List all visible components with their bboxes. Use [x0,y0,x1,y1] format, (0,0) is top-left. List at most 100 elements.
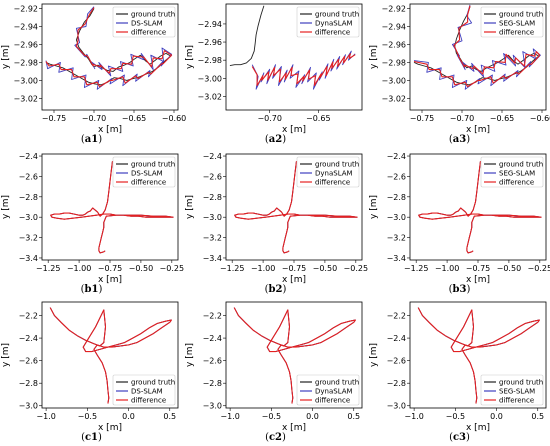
x-axis-label: x [m] [466,275,490,285]
chart-svg-c3: −1.0 −0.5 0.0 0.5 −2.2 −2.4 −2.6 −2.8 −3.0 x [m] y… [369,301,547,433]
y-tick-label: −2.6 [19,172,38,181]
y-tick-label: −2.96 [13,40,38,49]
legend-label: DynaSLAM [315,388,353,396]
y-tick-label: −2.98 [381,58,406,67]
x-tick-label: −0.75 [410,114,435,123]
x-tick-label: −0.70 [257,114,282,123]
y-tick-label: −2.6 [387,172,406,181]
series-group [229,5,356,90]
caption-c3: (c3) [449,432,470,443]
y-tick-label: −2.6 [203,172,222,181]
chart-svg-b2: −1.25 −1.00 −0.75 −0.50 −0.25 −2.4 −2.6 −2.8 −3.… [185,152,368,285]
chart-panel-b1: −1.25 −1.00 −0.75 −0.50 −0.25 −2.4 −2.6 −2.8 −3.… [0,150,184,298]
x-tick-label: −1.00 [435,264,460,273]
y-tick-label: −3.4 [19,254,38,263]
legend-label: difference [131,397,166,405]
y-tick-label: −2.92 [381,4,406,13]
y-tick-label: −2.4 [387,152,406,161]
x-tick-label: −1.25 [404,264,429,273]
y-tick-label: −2.4 [387,334,406,343]
x-tick-label: −0.65 [490,114,515,123]
x-tick-label: 0.5 [163,412,176,421]
legend-box [112,6,176,38]
series-group [417,307,540,404]
x-tick-label: −1.25 [36,264,61,273]
x-tick-label: −0.50 [497,264,522,273]
x-tick-label: −0.70 [450,114,475,123]
x-tick-label: 0.5 [347,412,360,421]
chart-svg-b3: −1.25 −1.00 −0.75 −0.50 −0.25 −2.4 −2.6 −2.8 −3.… [369,152,550,285]
y-tick-label: −2.6 [387,357,406,366]
y-tick-label: −2.8 [19,379,38,388]
chart-panel-c1: −1.0 −0.5 0.0 0.5 −2.2 −2.4 −2.6 −2.8 −3.0 x [m] y… [0,298,183,446]
axes-frame [225,301,363,409]
y-tick-label: −3.2 [19,234,38,243]
x-tick-label: −0.5 [262,412,281,421]
y-axis-label: y [m] [369,45,379,69]
y-tick-label: −3.2 [203,234,222,243]
y-axis-label: y [m] [185,343,195,367]
x-tick-label: −0.60 [530,114,550,123]
y-tick-label: −2.92 [13,4,38,13]
y-tick-label: −2.8 [19,193,38,202]
x-tick-label: −0.5 [446,412,465,421]
caption-c1: (c1) [81,432,102,443]
y-tick-label: −2.2 [387,312,406,321]
legend-label: DynaSLAM [315,20,353,28]
legend-box [296,6,360,38]
legend-label: SEG-SLAM [499,170,535,178]
y-tick-label: −2.96 [381,40,406,49]
chart-panel-c3: −1.0 −0.5 0.0 0.5 −2.2 −2.4 −2.6 −2.8 −3.0 x [m] y… [368,298,550,446]
y-tick-label: −2.94 [381,22,406,31]
x-axis-label: x [m] [466,423,490,433]
chart-panel-a2: −0.70 −0.65 −2.94 −2.96 −2.98 −3.00 −3.02 x [m]… [184,0,367,148]
chart-svg-a3: −0.75 −0.70 −0.65 −0.60 −2.92 −2.94 −2.96 −2.98… [369,3,550,135]
x-tick-label: −0.75 [466,264,491,273]
y-tick-label: −3.00 [13,76,38,85]
series-line-ground-truth [45,8,172,86]
chart-svg-a2: −0.70 −0.65 −2.94 −2.96 −2.98 −3.00 −3.02 x [m]… [185,3,363,135]
caption-b1: (b1) [80,284,103,295]
y-tick-label: −3.00 [381,76,406,85]
y-tick-label: −2.94 [13,22,38,31]
y-tick-label: −2.8 [387,379,406,388]
x-tick-label: −0.60 [162,114,187,123]
x-tick-label: −0.25 [528,264,550,273]
chart-svg-c2: −1.0 −0.5 0.0 0.5 −2.2 −2.4 −2.6 −2.8 −3.0 x [m] y… [185,301,363,433]
x-tick-label: −0.70 [82,114,107,123]
y-tick-label: −2.4 [19,334,38,343]
series-line-difference [418,161,542,254]
series-group [49,307,172,404]
y-tick-label: −2.8 [387,193,406,202]
chart-panel-b2: −1.25 −1.00 −0.75 −0.50 −0.25 −2.4 −2.6 −2.8 −3.… [184,150,368,298]
x-axis-label: x [m] [98,125,122,135]
y-tick-label: −3.2 [387,234,406,243]
x-axis-label: x [m] [282,125,306,135]
y-tick-label: −3.0 [203,402,222,411]
legend-label: ground truth [131,379,175,387]
x-tick-label: −1.25 [220,264,245,273]
series-line-difference [233,307,356,404]
legend-label: difference [131,179,166,187]
y-tick-label: −2.6 [19,357,38,366]
legend-box [112,156,176,188]
y-tick-label: −3.02 [13,94,38,103]
legend-label: ground truth [131,11,175,19]
y-tick-label: −2.4 [19,152,38,161]
y-tick-label: −2.6 [203,357,222,366]
series-line-difference [50,161,174,254]
legend-label: SEG-SLAM [499,388,535,396]
x-tick-label: −0.65 [306,114,331,123]
y-tick-label: −3.4 [387,254,406,263]
caption-a3: (a3) [448,134,471,145]
legend-label: difference [315,179,350,187]
series-line-difference [417,307,540,404]
x-axis-label: x [m] [466,125,490,135]
chart-svg-c1: −1.0 −0.5 0.0 0.5 −2.2 −2.4 −2.6 −2.8 −3.0 x [m] y… [1,301,179,433]
y-tick-label: −2.98 [13,58,38,67]
legend-box [480,374,544,406]
